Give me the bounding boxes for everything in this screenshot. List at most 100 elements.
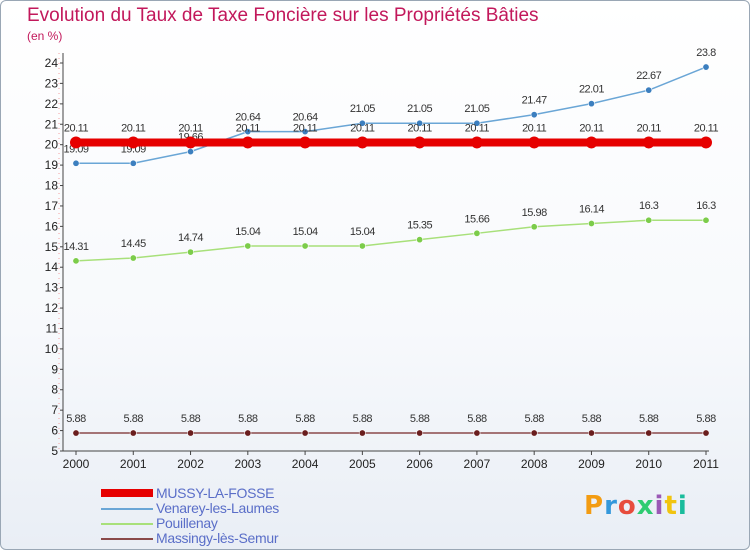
x-tick-label-2008: 2008 xyxy=(521,457,548,471)
point-pouillenay-2008 xyxy=(530,223,538,231)
point-massingy-l-s-semur-2009 xyxy=(587,429,595,437)
y-tick-label-10: 10 xyxy=(45,342,59,356)
data-label-pouillenay-2010: 16.3 xyxy=(639,200,659,212)
y-tick-label-20: 20 xyxy=(45,138,59,152)
data-label-venarey-les-laumes-2005: 21.05 xyxy=(350,103,375,115)
y-tick-label-22: 22 xyxy=(45,97,59,111)
point-pouillenay-2005 xyxy=(358,242,366,250)
legend-label-pouillenay: Pouillenay xyxy=(156,515,218,531)
data-label-pouillenay-2003: 15.04 xyxy=(235,226,260,238)
data-label-pouillenay-2007: 15.66 xyxy=(464,213,489,225)
point-venarey-les-laumes-2004 xyxy=(301,128,309,136)
point-pouillenay-2004 xyxy=(301,242,309,250)
point-venarey-les-laumes-2010 xyxy=(645,86,653,94)
point-massingy-l-s-semur-2011 xyxy=(702,429,710,437)
data-label-massingy-l-s-semur-2008: 5.88 xyxy=(524,413,544,425)
point-mussy-la-fosse-2011 xyxy=(700,136,712,149)
data-label-massingy-l-s-semur-2006: 5.88 xyxy=(410,413,430,425)
data-label-pouillenay-2008: 15.98 xyxy=(522,207,547,219)
x-tick-label-2009: 2009 xyxy=(578,457,605,471)
data-label-massingy-l-s-semur-2010: 5.88 xyxy=(639,413,659,425)
data-label-pouillenay-2005: 15.04 xyxy=(350,226,375,238)
data-label-massingy-l-s-semur-2011: 5.88 xyxy=(696,413,716,425)
point-mussy-la-fosse-2004 xyxy=(299,136,312,149)
point-mussy-la-fosse-2010 xyxy=(642,136,655,149)
y-tick-label-14: 14 xyxy=(45,260,59,274)
y-tick-label-5: 5 xyxy=(51,444,58,458)
data-label-mussy-la-fosse-2006: 20.11 xyxy=(408,122,433,134)
x-tick-label-2011: 2011 xyxy=(693,457,719,471)
point-pouillenay-2010 xyxy=(645,216,653,224)
point-venarey-les-laumes-2000 xyxy=(72,159,80,167)
data-label-venarey-les-laumes-2004: 20.64 xyxy=(293,112,318,124)
x-tick-label-2002: 2002 xyxy=(177,457,204,471)
point-mussy-la-fosse-2008 xyxy=(528,136,541,149)
y-tick-label-13: 13 xyxy=(45,281,59,295)
y-tick-label-7: 7 xyxy=(51,403,58,417)
data-label-venarey-les-laumes-2011: 23.8 xyxy=(696,47,716,59)
data-label-mussy-la-fosse-2000: 20.11 xyxy=(64,122,89,134)
legend-label-mussy: MUSSY-LA-FOSSE xyxy=(156,485,275,501)
y-tick-label-17: 17 xyxy=(45,199,59,213)
y-tick-label-19: 19 xyxy=(45,158,59,172)
point-pouillenay-2009 xyxy=(587,220,595,228)
legend-swatch-pouillenay xyxy=(101,523,153,525)
series-line-pouillenay xyxy=(75,219,706,262)
logo-letter: t xyxy=(664,491,678,521)
point-mussy-la-fosse-2006 xyxy=(413,136,426,149)
logo-letter: i xyxy=(677,491,688,521)
point-massingy-l-s-semur-2002 xyxy=(187,429,195,437)
series-line-venarey-les-laumes xyxy=(76,66,707,165)
data-label-mussy-la-fosse-2011: 20.11 xyxy=(694,122,719,134)
data-label-massingy-l-s-semur-2009: 5.88 xyxy=(582,413,602,425)
data-label-massingy-l-s-semur-2003: 5.88 xyxy=(238,413,258,425)
data-label-pouillenay-2001: 14.45 xyxy=(121,238,146,250)
point-venarey-les-laumes-2002 xyxy=(187,148,195,156)
proxiti-logo: Proxiti xyxy=(584,491,688,521)
y-tick-label-15: 15 xyxy=(45,240,59,254)
y-tick-label-9: 9 xyxy=(51,362,58,376)
x-tick-label-2006: 2006 xyxy=(406,457,433,471)
point-massingy-l-s-semur-2000 xyxy=(72,429,80,437)
point-venarey-les-laumes-2006 xyxy=(416,119,424,127)
y-tick-label-6: 6 xyxy=(51,424,58,438)
point-massingy-l-s-semur-2005 xyxy=(358,429,366,437)
point-massingy-l-s-semur-2010 xyxy=(645,429,653,437)
data-label-venarey-les-laumes-2006: 21.05 xyxy=(407,103,432,115)
point-venarey-les-laumes-2005 xyxy=(358,119,366,127)
x-tick-label-2000: 2000 xyxy=(63,457,90,471)
logo-letter: i xyxy=(654,491,665,521)
point-massingy-l-s-semur-2003 xyxy=(244,429,252,437)
legend-label-venarey: Venarey-les-Laumes xyxy=(156,500,279,516)
point-massingy-l-s-semur-2001 xyxy=(129,429,137,437)
point-mussy-la-fosse-2001 xyxy=(127,136,140,149)
x-tick-label-2004: 2004 xyxy=(292,457,319,471)
data-label-venarey-les-laumes-2010: 22.67 xyxy=(636,70,661,82)
point-massingy-l-s-semur-2004 xyxy=(301,429,309,437)
point-pouillenay-2000 xyxy=(72,257,80,265)
y-tick-label-24: 24 xyxy=(45,56,59,70)
data-label-venarey-les-laumes-2009: 22.01 xyxy=(579,84,604,96)
point-pouillenay-2002 xyxy=(187,248,195,256)
logo-letter: x xyxy=(636,491,655,521)
point-venarey-les-laumes-2009 xyxy=(587,100,595,108)
logo-letter: P xyxy=(584,491,605,521)
point-pouillenay-2007 xyxy=(473,229,481,237)
point-massingy-l-s-semur-2006 xyxy=(416,429,424,437)
point-venarey-les-laumes-2007 xyxy=(473,119,481,127)
data-label-mussy-la-fosse-2007: 20.11 xyxy=(465,122,490,134)
point-mussy-la-fosse-2005 xyxy=(356,136,369,149)
data-label-massingy-l-s-semur-2004: 5.88 xyxy=(295,413,315,425)
point-massingy-l-s-semur-2007 xyxy=(473,429,481,437)
point-massingy-l-s-semur-2008 xyxy=(530,429,538,437)
point-pouillenay-2011 xyxy=(702,216,710,224)
data-label-massingy-l-s-semur-2007: 5.88 xyxy=(467,413,487,425)
point-venarey-les-laumes-2008 xyxy=(530,111,538,119)
point-pouillenay-2003 xyxy=(244,242,252,250)
data-label-pouillenay-2004: 15.04 xyxy=(293,226,318,238)
y-tick-label-11: 11 xyxy=(46,321,59,335)
point-mussy-la-fosse-2002 xyxy=(184,136,197,149)
y-tick-label-8: 8 xyxy=(51,383,58,397)
x-tick-label-2003: 2003 xyxy=(234,457,261,471)
